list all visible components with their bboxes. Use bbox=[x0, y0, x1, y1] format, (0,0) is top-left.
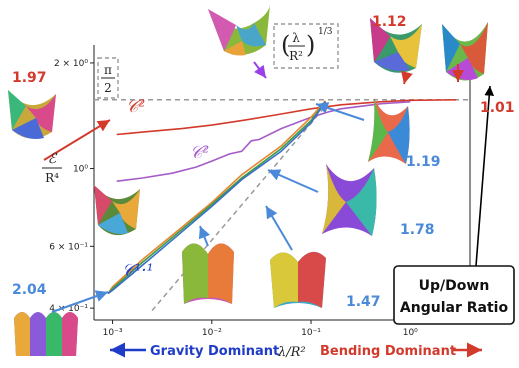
surface-thumbnails bbox=[8, 5, 488, 356]
y-tick-label-3: 2 × 10⁰ bbox=[54, 59, 88, 69]
tick-group: 10⁻³ 10⁻² 10⁻¹ 10⁰ 4 × 10⁻¹ 6 × 10⁻¹ 10⁰ 2 × 10… bbox=[49, 59, 418, 338]
ratio-label-101: 1.01 bbox=[480, 100, 515, 116]
pi-half-numerator: π bbox=[104, 63, 112, 77]
series-line-1 bbox=[116, 101, 411, 182]
ratio-label-112: 1.12 bbox=[372, 14, 407, 30]
x-tick-label-1: 10⁻² bbox=[202, 328, 222, 338]
ratio-label-147: 1.47 bbox=[346, 294, 381, 310]
x-tick-label-2: 10⁻¹ bbox=[301, 328, 321, 338]
arrow-bottom-right bbox=[265, 205, 293, 251]
surface-thumb-bottom-center bbox=[182, 243, 234, 304]
series-line-2 bbox=[107, 100, 327, 295]
surface-thumb-right-mid bbox=[368, 98, 410, 164]
surface-thumb-top-center bbox=[208, 5, 270, 56]
bending-dominant-label: Bending Dominant bbox=[320, 344, 456, 359]
lambda-power-exponent: 1/3 bbox=[318, 27, 333, 37]
arrow-bottom-center bbox=[198, 225, 211, 247]
surface-thumb-top-right-b bbox=[442, 22, 488, 81]
series-group bbox=[107, 99, 457, 295]
ratio-label-178: 1.78 bbox=[400, 222, 435, 238]
annotation-arrows bbox=[43, 61, 495, 313]
series-line-4 bbox=[107, 101, 327, 295]
lambda-power-numerator: λ bbox=[292, 31, 300, 45]
pi-half-denominator: 2 bbox=[104, 81, 112, 95]
arrow-119 bbox=[315, 102, 365, 121]
ratio-label-119: 1.19 bbox=[406, 154, 441, 170]
y-tick-label-2: 10⁰ bbox=[73, 165, 88, 175]
lambda-power-box bbox=[273, 23, 339, 69]
surface-thumb-bottom-left bbox=[14, 312, 78, 356]
y-axis-label-denominator: R⁴ bbox=[45, 171, 59, 185]
lambda-paren-right: ) bbox=[306, 31, 315, 59]
x-axis-label: λ/R² bbox=[277, 345, 306, 360]
legend-box-line1: Up/Down bbox=[419, 278, 490, 294]
ratio-label-197: 1.97 bbox=[12, 70, 47, 86]
legend-box-line2: Angular Ratio bbox=[400, 300, 509, 316]
arrow-112 bbox=[401, 70, 413, 85]
x-tick-label-0: 10⁻³ bbox=[103, 328, 123, 338]
arrow-197 bbox=[43, 119, 111, 161]
surface-thumb-top-right-a bbox=[370, 18, 422, 73]
series-line-0 bbox=[116, 99, 457, 136]
lambda-paren-left: ( bbox=[281, 31, 290, 59]
y-tick-label-1: 6 × 10⁻¹ bbox=[49, 242, 88, 252]
curve-label-c11: 𝒞¹·¹ bbox=[122, 261, 153, 281]
arrow-178 bbox=[267, 169, 319, 193]
surface-thumb-right-lower bbox=[322, 164, 377, 236]
y-tick-label-0: 4 × 10⁻¹ bbox=[49, 304, 88, 314]
surface-thumb-bottom-right bbox=[270, 251, 326, 308]
arrow-top-purple bbox=[253, 61, 267, 79]
curve-label-c2-purple: 𝒞² bbox=[190, 143, 209, 163]
y-axis-label-numerator: ℰ bbox=[48, 151, 58, 167]
x-tick-label-3: 10⁰ bbox=[403, 328, 418, 338]
ratio-label-204: 2.04 bbox=[12, 282, 47, 298]
gravity-dominant-label: Gravity Dominant bbox=[150, 344, 279, 359]
arrow-204 bbox=[51, 290, 109, 313]
curve-label-c2-red: 𝒞² bbox=[126, 97, 145, 117]
series-line-3 bbox=[107, 101, 327, 295]
surface-thumb-left-mid bbox=[94, 185, 140, 236]
lambda-power-denominator: R² bbox=[289, 49, 303, 63]
arrow-legend bbox=[475, 85, 495, 267]
surface-thumb-left-upper bbox=[8, 90, 56, 139]
legend-box bbox=[393, 265, 515, 325]
